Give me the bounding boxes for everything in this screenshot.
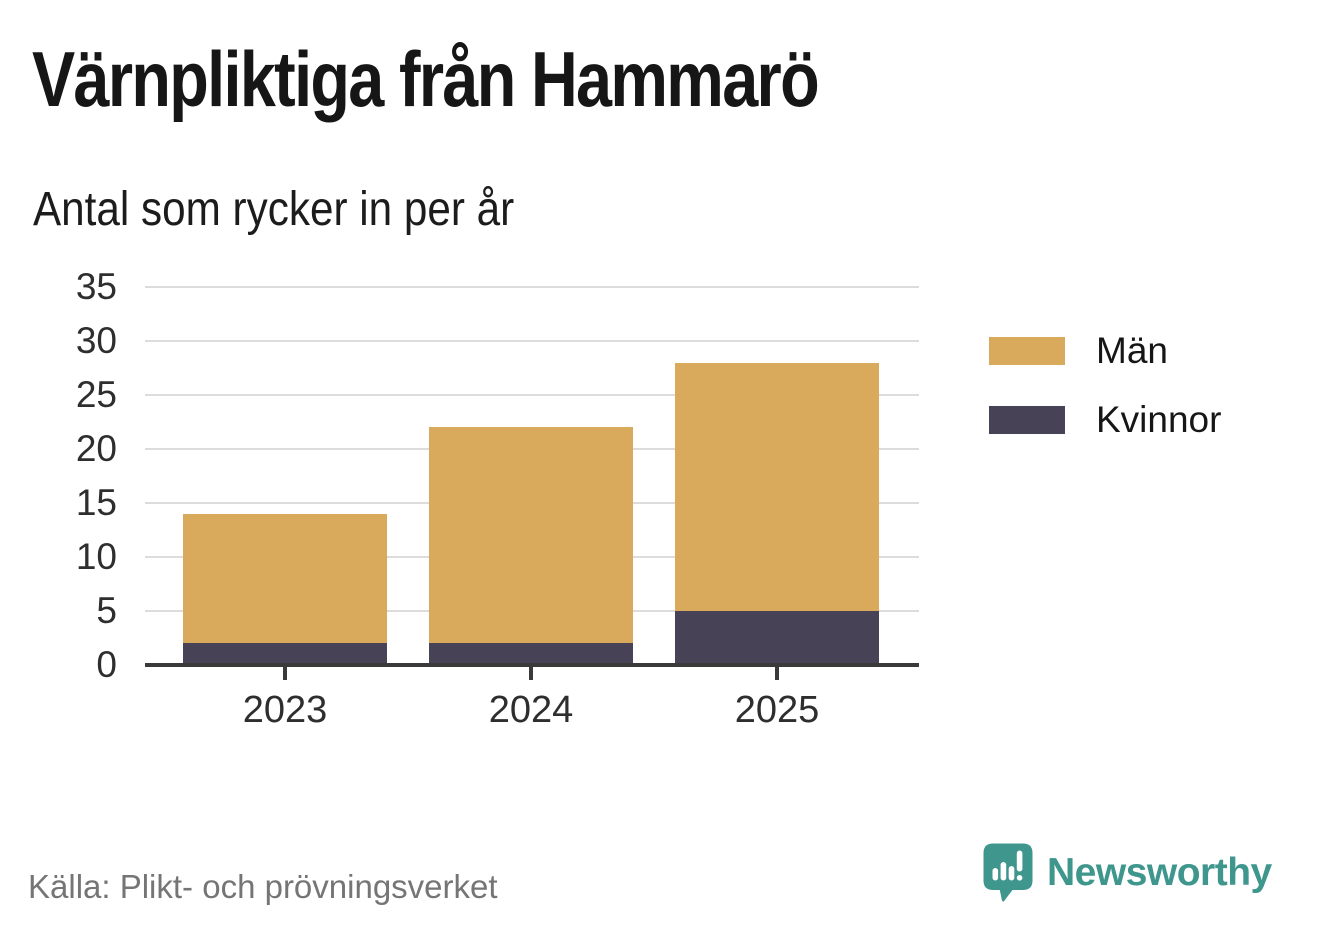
grid-line <box>145 286 919 288</box>
y-tick-label: 20 <box>75 428 117 469</box>
y-tick-label: 10 <box>75 536 117 577</box>
bar-segment-män-2025 <box>675 362 879 611</box>
legend-item-kvinnor: Kvinnor <box>989 399 1221 441</box>
bar-segment-kvinnor-2025 <box>675 611 879 665</box>
x-axis-tick <box>775 667 779 680</box>
y-tick-label: 15 <box>75 482 117 523</box>
y-tick-label: 35 <box>75 266 117 307</box>
logo-exclamation-bar <box>1016 850 1023 872</box>
brand-wordmark: Newsworthy <box>1047 851 1272 894</box>
x-tick-label: 2024 <box>488 689 574 731</box>
source-note: Källa: Plikt- och prövningsverket <box>28 868 498 905</box>
bar-segment-män-2023 <box>183 513 387 644</box>
legend-label: Män <box>1096 330 1168 371</box>
chart-subtitle: Antal som rycker in per år <box>33 183 515 236</box>
chart-title: Värnpliktiga från Hammarö <box>32 35 820 123</box>
y-tick-label: 30 <box>75 320 117 361</box>
x-axis-tick <box>283 667 287 680</box>
logo-exclamation-dot <box>1016 875 1023 881</box>
bar-segment-kvinnor-2024 <box>429 643 633 665</box>
logo-bar-3 <box>1008 866 1015 881</box>
x-axis-line <box>145 663 919 667</box>
bar-segment-män-2024 <box>429 427 633 644</box>
y-tick-label: 0 <box>96 644 117 685</box>
legend-swatch-män <box>989 337 1065 365</box>
legend-label: Kvinnor <box>1096 399 1222 440</box>
legend: Män Kvinnor <box>989 330 1221 441</box>
grid-line <box>145 340 919 342</box>
y-tick-label: 25 <box>75 374 117 415</box>
y-tick-label: 5 <box>96 590 117 631</box>
x-tick-label: 2023 <box>242 689 328 731</box>
logo-bar-2 <box>1000 862 1007 881</box>
brand-logo: Newsworthy <box>982 842 1272 904</box>
x-tick-label: 2025 <box>734 689 820 731</box>
x-axis-tick <box>529 667 533 680</box>
legend-item-män: Män <box>989 330 1221 372</box>
legend-swatch-kvinnor <box>989 406 1065 434</box>
newsworthy-logo-icon <box>983 843 1033 902</box>
plot-area <box>145 286 919 667</box>
bar-segment-kvinnor-2023 <box>183 643 387 665</box>
grid-line <box>145 394 919 396</box>
logo-bar-1 <box>992 868 999 881</box>
